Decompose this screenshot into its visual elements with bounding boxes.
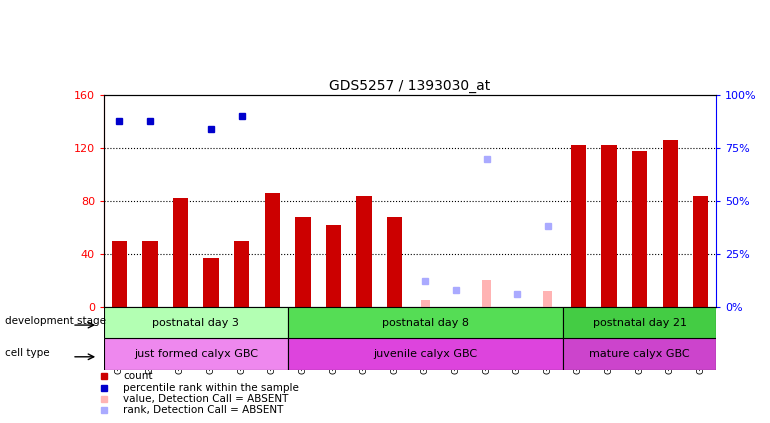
Bar	[288, 338, 563, 370]
Bar	[203, 258, 219, 307]
Text: development stage: development stage	[5, 316, 106, 326]
Bar	[662, 140, 678, 307]
Bar	[693, 196, 708, 307]
Text: percentile rank within the sample: percentile rank within the sample	[123, 383, 299, 393]
Bar	[265, 193, 280, 307]
Bar	[112, 241, 127, 307]
Text: postnatal day 21: postnatal day 21	[593, 318, 687, 327]
Bar	[420, 300, 430, 307]
Text: value, Detection Call = ABSENT: value, Detection Call = ABSENT	[123, 394, 289, 404]
Text: rank, Detection Call = ABSENT: rank, Detection Call = ABSENT	[123, 405, 283, 415]
Text: postnatal day 8: postnatal day 8	[382, 318, 469, 327]
Bar	[295, 217, 310, 307]
Bar	[387, 217, 403, 307]
Bar	[142, 241, 158, 307]
Bar	[632, 151, 648, 307]
Bar	[543, 291, 552, 307]
Bar	[326, 225, 341, 307]
Text: postnatal day 3: postnatal day 3	[152, 318, 239, 327]
Bar	[234, 241, 249, 307]
Text: mature calyx GBC: mature calyx GBC	[589, 349, 690, 359]
Text: juvenile calyx GBC: juvenile calyx GBC	[373, 349, 477, 359]
Text: cell type: cell type	[5, 348, 49, 358]
Bar	[601, 146, 617, 307]
Bar	[288, 307, 563, 338]
Title: GDS5257 / 1393030_at: GDS5257 / 1393030_at	[330, 79, 490, 93]
Bar	[104, 307, 288, 338]
Text: count: count	[123, 371, 152, 382]
Bar	[571, 146, 586, 307]
Bar	[563, 338, 716, 370]
Bar	[563, 307, 716, 338]
Bar	[104, 338, 288, 370]
Bar	[357, 196, 372, 307]
Bar	[482, 280, 491, 307]
Text: just formed calyx GBC: just formed calyx GBC	[134, 349, 258, 359]
Bar	[172, 198, 188, 307]
